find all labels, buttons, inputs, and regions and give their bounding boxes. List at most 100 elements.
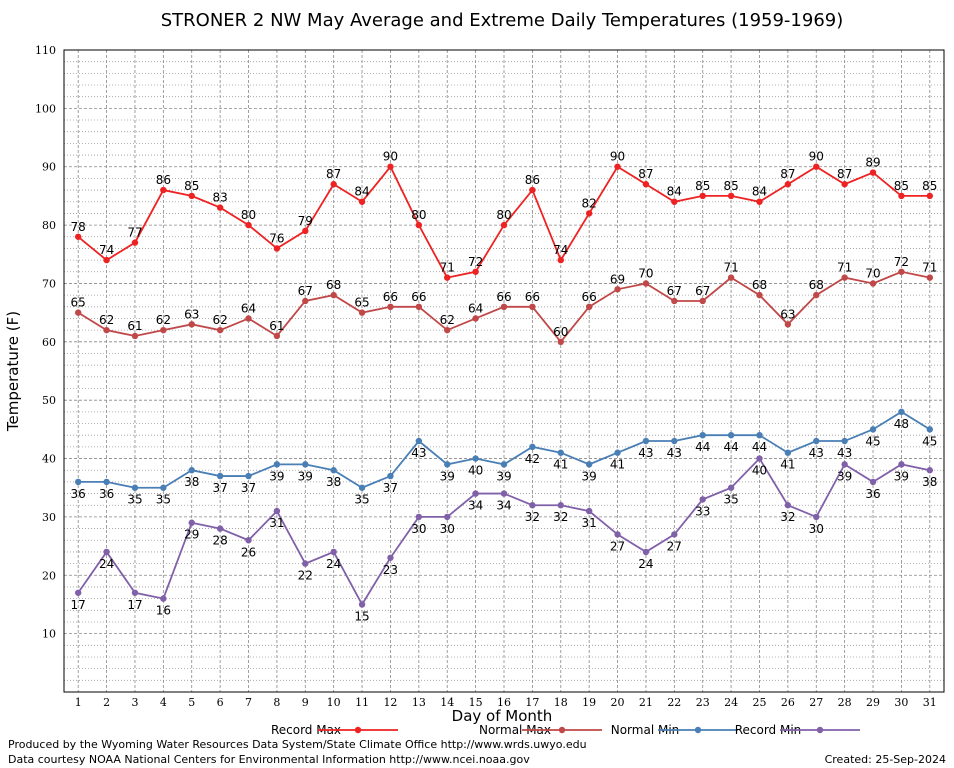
record-min-point <box>898 461 905 468</box>
record-min-point <box>444 513 451 521</box>
series-record-min: 17 24 17 16 29 28 26 31 22 24 15 23 30 30 34 34 32 32 31 27… <box>71 455 937 623</box>
normal-max-data-label: 67 <box>667 284 682 298</box>
normal-max-data-label: 65 <box>354 296 369 310</box>
series-layer: 78 74 77 86 85 83 80 76 79 87 84 90 80 71 72 80 86 74 82 90… <box>71 150 938 624</box>
normal-min-data-label: 44 <box>752 440 767 454</box>
record-min-data-label: 39 <box>894 469 909 483</box>
normal-min-point <box>898 408 905 416</box>
normal-max-data-label: 63 <box>184 307 199 321</box>
normal-min-data-label: 44 <box>695 440 710 454</box>
record-max-point <box>74 233 82 240</box>
record-max-point <box>160 186 167 194</box>
record-min-data-label: 17 <box>127 598 142 612</box>
record-min-data-label: 16 <box>156 604 171 618</box>
normal-min-point <box>415 437 423 445</box>
normal-min-point <box>529 443 536 451</box>
normal-min-data-label: 45 <box>922 434 937 448</box>
record-max-point <box>216 204 224 211</box>
x-tick-label: 23 <box>696 696 710 709</box>
record-min-data-label: 32 <box>525 510 540 524</box>
record-min-point <box>160 595 167 602</box>
normal-max-data-label: 66 <box>525 290 540 304</box>
record-min-point <box>188 519 195 526</box>
normal-min-data-label: 39 <box>440 469 455 483</box>
normal-max-point <box>529 303 536 310</box>
record-min-point <box>330 548 337 556</box>
record-min-data-label: 38 <box>922 475 937 489</box>
record-max-point <box>756 198 763 205</box>
normal-max-point <box>869 280 877 287</box>
record-min-data-label: 28 <box>212 534 227 548</box>
legend-label-record-min: Record Min <box>735 723 802 737</box>
x-tick-label: 26 <box>781 696 795 709</box>
y-axis-ticks: 10 20 30 40 50 60 70 80 90 100 110 <box>35 44 56 641</box>
normal-max-point <box>103 326 110 334</box>
series-normal-min: 36 36 35 35 38 37 37 39 39 38 35 37 43 39 40 39 42 41 39 41… <box>71 408 937 507</box>
record-min-data-label: 31 <box>582 516 597 530</box>
major-grid <box>64 49 944 692</box>
legend: Record Max Normal Max Normal Min Record Min <box>271 723 860 737</box>
record-min-point <box>500 490 508 497</box>
record-min-data-label: 27 <box>610 539 625 553</box>
record-max-data-label: 71 <box>440 261 455 275</box>
normal-min-data-label: 45 <box>865 434 880 448</box>
normal-min-point <box>188 467 195 474</box>
normal-min-point <box>245 472 252 480</box>
record-max-data-label: 84 <box>667 185 682 199</box>
normal-min-data-label: 39 <box>582 469 597 483</box>
record-min-point <box>472 490 479 497</box>
x-tick-label: 3 <box>131 696 138 709</box>
normal-max-data-label: 64 <box>468 301 483 315</box>
x-tick-label: 31 <box>923 696 937 709</box>
footer-produced-by: Produced by the Wyoming Water Resources … <box>8 738 587 751</box>
record-max-data-label: 77 <box>127 226 142 240</box>
record-max-point <box>671 198 678 205</box>
record-max-point <box>642 181 650 188</box>
normal-min-point <box>358 484 366 491</box>
record-min-data-label: 15 <box>354 609 369 623</box>
record-max-data-label: 76 <box>269 231 284 245</box>
record-max-point <box>926 192 934 200</box>
normal-max-point <box>216 326 224 334</box>
record-max-data-label: 90 <box>809 150 824 164</box>
normal-min-point <box>727 432 735 439</box>
normal-max-data-label: 68 <box>809 278 824 292</box>
record-min-point <box>671 531 678 538</box>
normal-max-point <box>330 291 337 299</box>
y-tick-label: 50 <box>42 394 56 407</box>
normal-max-data-label: 66 <box>383 290 398 304</box>
normal-max-point <box>245 315 252 322</box>
record-min-point <box>529 502 536 509</box>
normal-max-point <box>756 291 763 299</box>
record-min-point <box>216 525 224 532</box>
record-max-data-label: 72 <box>468 255 483 269</box>
plot-frame <box>63 49 945 693</box>
series-record-max: 78 74 77 86 85 83 80 76 79 87 84 90 80 71 72 80 86 74 82 90… <box>71 150 937 281</box>
normal-min-data-label: 41 <box>553 458 568 472</box>
record-min-point <box>841 461 848 468</box>
record-min-data-label: 30 <box>411 522 426 536</box>
normal-min-data-label: 43 <box>667 446 682 460</box>
normal-max-data-label: 62 <box>440 313 455 327</box>
normal-max-data-label: 64 <box>241 301 256 315</box>
record-max-point <box>387 163 394 170</box>
record-max-data-label: 85 <box>184 179 199 193</box>
record-max-data-label: 85 <box>695 179 710 193</box>
record-min-data-label: 26 <box>241 545 256 559</box>
normal-min-data-label: 39 <box>269 469 284 483</box>
record-max-point <box>131 239 139 246</box>
normal-min-data-label: 39 <box>298 469 313 483</box>
x-tick-label: 19 <box>582 696 596 709</box>
normal-min-point <box>330 467 337 474</box>
y-tick-label: 40 <box>42 453 56 466</box>
record-max-data-label: 80 <box>496 208 511 222</box>
record-max-data-label: 86 <box>156 173 171 187</box>
normal-max-point <box>699 297 706 305</box>
record-max-point <box>869 169 877 176</box>
record-max-data-label: 80 <box>411 208 426 222</box>
normal-min-point <box>160 484 167 491</box>
normal-max-data-label: 71 <box>922 261 937 275</box>
normal-min-point <box>302 461 309 468</box>
record-min-point <box>585 507 593 515</box>
